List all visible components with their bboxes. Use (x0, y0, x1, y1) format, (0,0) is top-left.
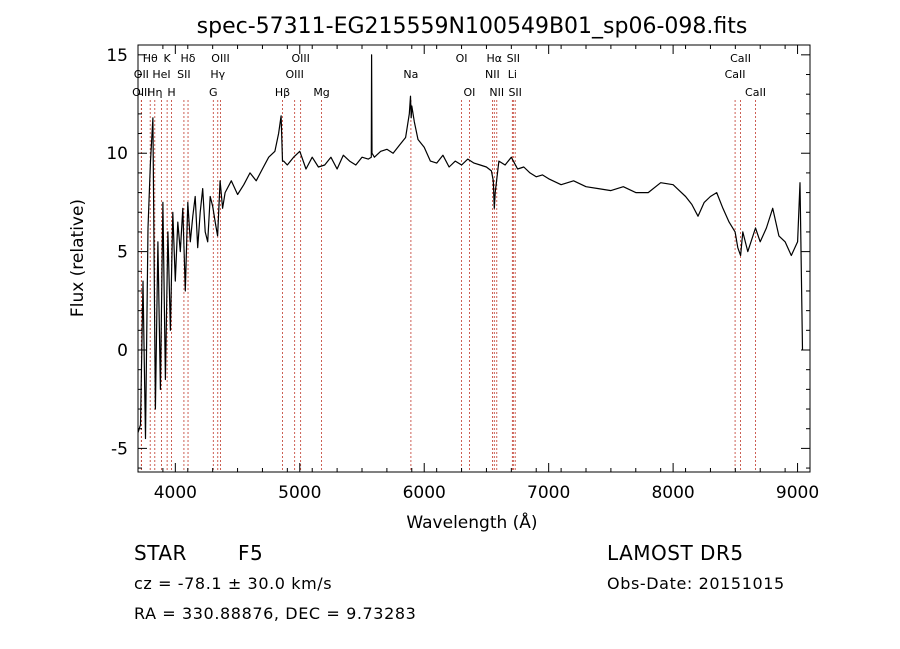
line-label: OIII (291, 52, 309, 65)
x-tick-label: 4000 (154, 483, 197, 503)
line-label: Li (508, 68, 517, 81)
line-label: Na (403, 68, 418, 81)
line-label: H (167, 86, 175, 99)
plot-frame (137, 44, 811, 473)
line-label: NII (489, 86, 504, 99)
y-tick-label: -5 (111, 439, 128, 459)
y-axis-label: Flux (relative) (68, 199, 88, 317)
line-label: CaII (745, 86, 766, 99)
y-tick-label: 0 (117, 341, 128, 361)
line-label: Hδ (181, 52, 196, 65)
line-label: Mg (313, 86, 329, 99)
x-tick-label: 7000 (527, 483, 570, 503)
x-tick-label: 6000 (403, 483, 446, 503)
line-label: NII (485, 68, 500, 81)
line-label: HeI (152, 68, 170, 81)
spectral-subclass: F5 (238, 541, 264, 565)
chart-title: spec-57311-EG215559N100549B01_sp06-098.f… (197, 14, 748, 39)
line-label: CaII (725, 68, 746, 81)
axes: 4000 5000 6000 7000 8000 9000 -5 0 5 10 15 (106, 45, 819, 503)
y-tick-label: 10 (106, 144, 128, 164)
line-label: SII (508, 86, 521, 99)
y-tick-label: 5 (117, 243, 128, 263)
line-label: OI (463, 86, 475, 99)
line-label: OI (456, 52, 468, 65)
line-label: CaII (730, 52, 751, 65)
line-label: OIII (132, 86, 150, 99)
coordinates: RA = 330.88876, DEC = 9.73283 (134, 604, 417, 623)
survey-name: LAMOST DR5 (607, 541, 744, 565)
object-class: STAR (134, 541, 187, 565)
x-tick-label: 9000 (776, 483, 819, 503)
x-axis-label: Wavelength (Å) (406, 511, 537, 533)
line-label: SII (507, 52, 520, 65)
x-tick-label: 8000 (651, 483, 694, 503)
line-label: K (164, 52, 172, 65)
line-label: Hα (487, 52, 503, 65)
redshift-velocity: cz = -78.1 ± 30.0 km/s (134, 574, 333, 593)
flux-line (137, 54, 804, 440)
line-label: Hγ (210, 68, 225, 81)
x-tick-label: 5000 (278, 483, 321, 503)
line-label: SII (177, 68, 190, 81)
y-tick-label: 15 (106, 46, 128, 66)
line-label: OIII (285, 68, 303, 81)
line-label: G (209, 86, 218, 99)
line-label: Hθ (143, 52, 158, 65)
observation-date: Obs-Date: 20151015 (607, 574, 785, 593)
line-label: Hβ (275, 86, 290, 99)
flux-series (137, 54, 804, 440)
line-label: Hη (147, 86, 162, 99)
line-label: OIII (211, 52, 229, 65)
